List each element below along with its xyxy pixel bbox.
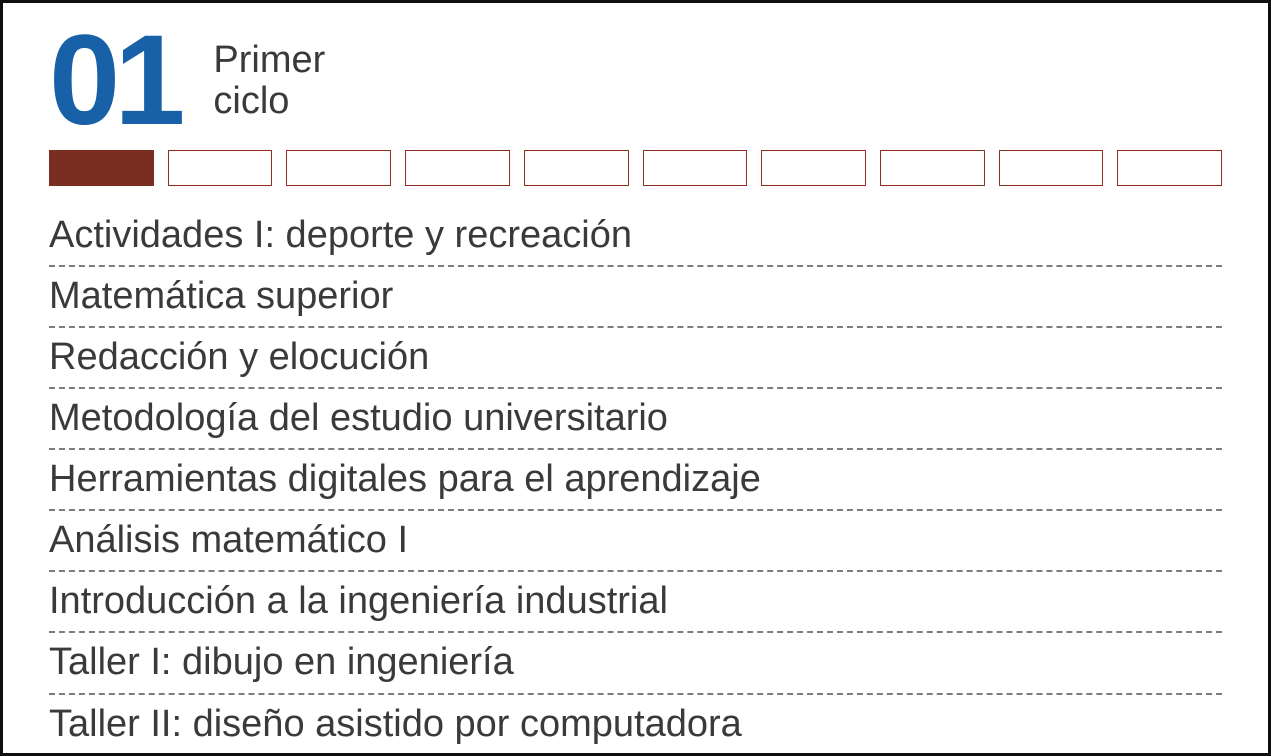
course-item: Metodología del estudio universitario [49,389,1222,450]
course-list: Actividades I: deporte y recreaciónMatem… [49,206,1222,754]
course-item: Actividades I: deporte y recreación [49,206,1222,267]
progress-box [761,150,866,186]
course-item: Análisis matemático I [49,511,1222,572]
cycle-label: Primer ciclo [213,40,325,124]
course-item: Introducción a la ingeniería industrial [49,572,1222,633]
progress-box [49,150,154,186]
course-item: Taller II: diseño asistido por computado… [49,695,1222,754]
progress-box [405,150,510,186]
course-item: Taller I: dibujo en ingeniería [49,633,1222,694]
cycle-card: 01 Primer ciclo Actividades I: deporte y… [0,0,1271,756]
course-item: Redacción y elocución [49,328,1222,389]
cycle-number: 01 [49,27,179,136]
card-header: 01 Primer ciclo [49,27,1222,136]
course-item: Matemática superior [49,267,1222,328]
cycle-label-line2: ciclo [213,81,325,123]
progress-box [643,150,748,186]
course-item: Herramientas digitales para el aprendiza… [49,450,1222,511]
progress-box [524,150,629,186]
progress-box [286,150,391,186]
progress-box [1117,150,1222,186]
progress-box [168,150,273,186]
cycle-label-line1: Primer [213,40,325,82]
progress-box [880,150,985,186]
progress-indicator [49,150,1222,186]
progress-box [999,150,1104,186]
